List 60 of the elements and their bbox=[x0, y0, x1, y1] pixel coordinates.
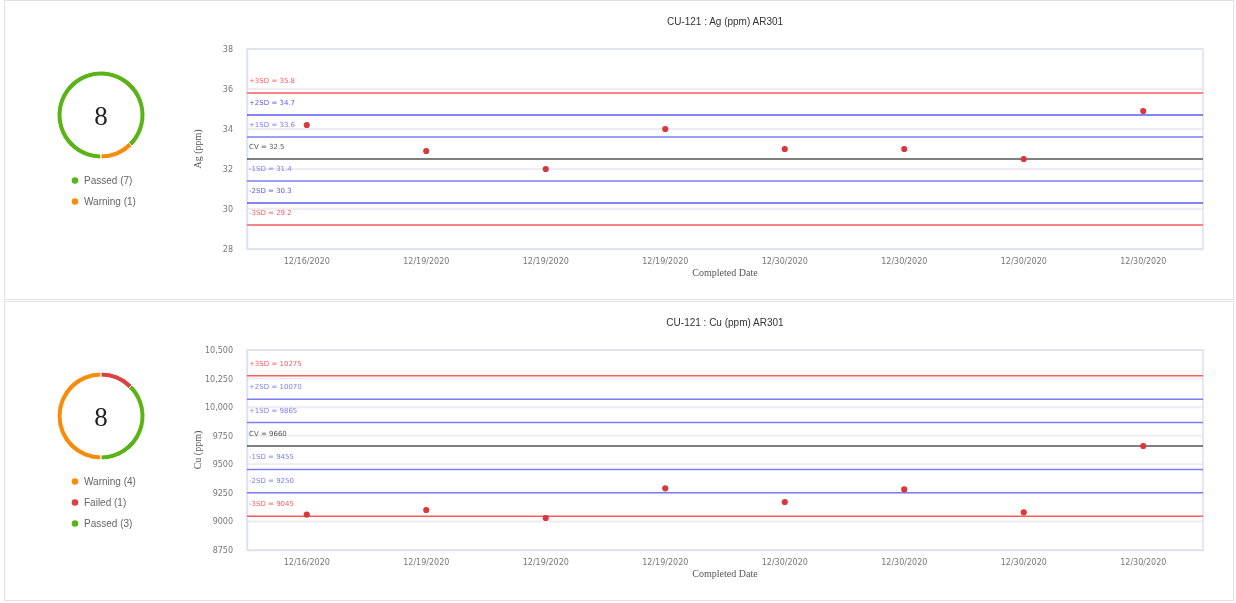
point bbox=[542, 514, 549, 522]
y-tick-label: 28 bbox=[222, 245, 233, 255]
legend-label: Failed (1) bbox=[84, 497, 127, 508]
point bbox=[303, 511, 310, 518]
point bbox=[781, 498, 788, 506]
legend-label: Warning (4) bbox=[84, 476, 136, 487]
text: 8 bbox=[94, 402, 108, 432]
y-axis-title: Ag (ppm) bbox=[192, 129, 204, 169]
legend-label: Passed (3) bbox=[84, 518, 133, 529]
legend-label: Warning (1) bbox=[84, 196, 136, 207]
x-tick-label: 12/16/2020 bbox=[283, 256, 330, 266]
point bbox=[423, 147, 430, 155]
x-tick-label: 12/16/2020 bbox=[283, 557, 330, 567]
x-tick-label: 12/19/2020 bbox=[522, 256, 569, 266]
y-axis-title: Cu (ppm) bbox=[192, 430, 204, 470]
x-tick-label: 12/30/2020 bbox=[761, 557, 808, 567]
point bbox=[1140, 442, 1147, 450]
x-tick-label: 12/30/2020 bbox=[1120, 256, 1167, 266]
x-tick-label: 12/19/2020 bbox=[642, 557, 689, 567]
x-tick-label: 12/19/2020 bbox=[403, 557, 450, 567]
y-tick-label: 10,250 bbox=[205, 374, 233, 384]
x-tick-label: 12/30/2020 bbox=[881, 557, 928, 567]
y-tick-label: 10,500 bbox=[205, 346, 233, 356]
chart-title: CU-121 : Ag (ppm) AR301 bbox=[666, 16, 784, 27]
point bbox=[901, 145, 908, 153]
point bbox=[901, 486, 908, 493]
point bbox=[662, 485, 669, 492]
x-tick-label: 12/30/2020 bbox=[761, 256, 808, 266]
x-tick-label: 12/30/2020 bbox=[1120, 557, 1167, 567]
y-tick-label: 10,000 bbox=[205, 403, 233, 413]
legend-label: Passed (7) bbox=[84, 175, 133, 186]
y-tick-label: 34 bbox=[222, 125, 233, 135]
y-tick-label: 36 bbox=[222, 85, 233, 95]
y-tick-label: 32 bbox=[222, 165, 233, 175]
point bbox=[303, 121, 310, 129]
donut-slice bbox=[56, 70, 146, 160]
point bbox=[781, 145, 788, 153]
y-tick-label: 8750 bbox=[212, 546, 233, 556]
y-tick-label: 9000 bbox=[212, 517, 233, 527]
y-tick-label: 9750 bbox=[212, 431, 233, 441]
x-tick-label: 12/30/2020 bbox=[1000, 256, 1047, 266]
x-tick-label: 12/19/2020 bbox=[403, 256, 450, 266]
y-tick-label: 9500 bbox=[212, 460, 233, 470]
y-tick-label: 38 bbox=[222, 45, 233, 55]
y-tick-label: 30 bbox=[222, 205, 233, 215]
point bbox=[662, 125, 669, 133]
x-axis-title: Completed Date bbox=[692, 267, 759, 278]
point bbox=[1020, 509, 1027, 516]
x-tick-label: 12/30/2020 bbox=[1000, 557, 1047, 567]
x-tick-label: 12/19/2020 bbox=[642, 256, 689, 266]
text: 8 bbox=[94, 101, 108, 131]
point bbox=[1140, 107, 1147, 115]
y-tick-label: 9250 bbox=[212, 488, 233, 498]
x-tick-label: 12/30/2020 bbox=[881, 256, 928, 266]
point bbox=[423, 506, 430, 514]
x-tick-label: 12/19/2020 bbox=[522, 557, 569, 567]
point bbox=[542, 165, 549, 173]
x-axis-title: Completed Date bbox=[692, 568, 759, 579]
point bbox=[1020, 155, 1027, 163]
chart-title: CU-121 : Cu (ppm) AR301 bbox=[666, 317, 785, 328]
